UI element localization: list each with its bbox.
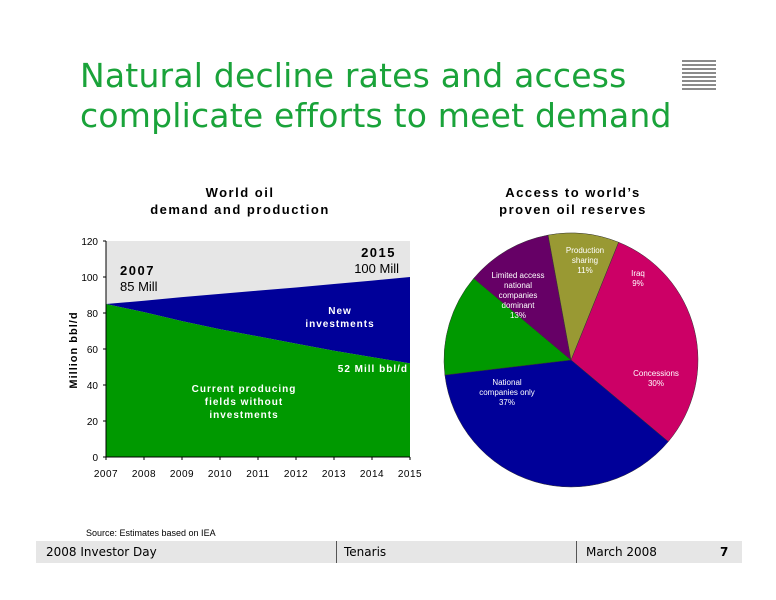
footer-page-number: 7 (720, 545, 729, 559)
pie-label-national-2: companies only (479, 388, 535, 397)
pie-label-concessions-2: 30% (648, 379, 664, 388)
footer-bar: 2008 Investor Day Tenaris March 2008 7 (36, 541, 742, 563)
pie-label-limited-2: national (504, 281, 532, 290)
label-new-investments-2: investments (305, 319, 374, 330)
x-tick-label: 2014 (360, 469, 384, 480)
slide-title-line-1: Natural decline rates and access (80, 56, 627, 95)
label-2015-value: 100 Mill (354, 261, 399, 276)
y-tick-label: 60 (87, 345, 99, 356)
y-tick-label: 40 (87, 381, 99, 392)
pie-label-production-3: 11% (577, 266, 592, 275)
footer-company: Tenaris (344, 545, 387, 559)
pie-label-limited-4: dominant (502, 301, 536, 310)
y-tick-label: 100 (81, 273, 98, 284)
footer-date: March 2008 (586, 545, 657, 559)
y-tick-label: 0 (92, 453, 98, 464)
label-2007-year: 2007 (120, 263, 155, 278)
pie-label-concessions-1: Concessions (633, 369, 679, 378)
area-new-investments (106, 277, 410, 364)
footer-divider-1 (336, 541, 337, 563)
y-tick-label: 20 (87, 417, 99, 428)
pie-slice-production (473, 234, 572, 361)
footer-event: 2008 Investor Day (46, 545, 157, 559)
x-tick-label: 2010 (208, 469, 232, 480)
pie-slice-group (443, 232, 699, 488)
x-tick-label: 2013 (322, 469, 346, 480)
pie-chart-title-line-2: proven oil reserves (499, 202, 647, 217)
area-chart-title: World oil demand and production (140, 184, 340, 218)
label-end-value: 52 Mill bbl/d (338, 364, 408, 375)
pie-chart-title-line-1: Access to world’s (505, 185, 641, 200)
label-2015-year: 2015 (361, 245, 396, 260)
source-note: Source: Estimates based on IEA (86, 528, 216, 538)
label-2007-value: 85 Mill (120, 279, 158, 294)
y-axis-label: Million bbl/d (68, 311, 80, 388)
pie-slice-concessions (570, 241, 699, 442)
y-tick-label: 80 (87, 309, 99, 320)
area-chart: 0 20 40 60 80 100 120 2007 2008 2009 2010 2011 2012… (68, 237, 422, 480)
label-current-fields-3: investments (209, 410, 278, 421)
pie-label-iraq-1: Iraq (631, 269, 645, 278)
pie-label-national-1: National (492, 378, 522, 387)
pie-chart-title: Access to world’s proven oil reserves (478, 184, 668, 218)
y-tick-group: 0 20 40 60 80 100 120 (81, 237, 106, 464)
pie-label-iraq-2: 9% (632, 279, 644, 288)
pie-label-national-3: 37% (499, 398, 515, 407)
pie-slice-national (444, 359, 669, 488)
pie-label-limited-1: Limited access (492, 271, 545, 280)
pie-slice-limited (443, 278, 572, 376)
label-current-fields-2: fields without (205, 397, 283, 408)
x-tick-label: 2008 (132, 469, 156, 480)
y-tick-label: 120 (81, 237, 98, 248)
area-chart-title-line-2: demand and production (150, 202, 330, 217)
slide-title: Natural decline rates and access complic… (80, 56, 680, 136)
label-current-fields-1: Current producing (192, 384, 297, 395)
pie-chart: Production sharing 11% Iraq 9% Limited a… (443, 232, 699, 488)
area-chart-title-line-1: World oil (205, 185, 275, 200)
x-tick-label: 2011 (246, 469, 270, 480)
pie-slice-iraq (547, 232, 619, 361)
x-tick-label: 2012 (284, 469, 308, 480)
logo-lines-icon (682, 60, 716, 90)
footer-divider-2 (576, 541, 577, 563)
x-tick-group: 2007 2008 2009 2010 2011 2012 2013 2014 2015 (94, 457, 422, 480)
pie-label-production-1: Production (566, 246, 604, 255)
pie-label-production-2: sharing (572, 256, 598, 265)
slide-title-line-2: complicate efforts to meet demand (80, 96, 672, 135)
label-new-investments-1: New (328, 306, 352, 317)
pie-label-limited-5: 13% (510, 311, 526, 320)
x-tick-label: 2015 (398, 469, 422, 480)
pie-label-limited-3: companies (499, 291, 538, 300)
x-tick-label: 2009 (170, 469, 194, 480)
area-current-fields (106, 304, 410, 457)
x-tick-label: 2007 (94, 469, 118, 480)
